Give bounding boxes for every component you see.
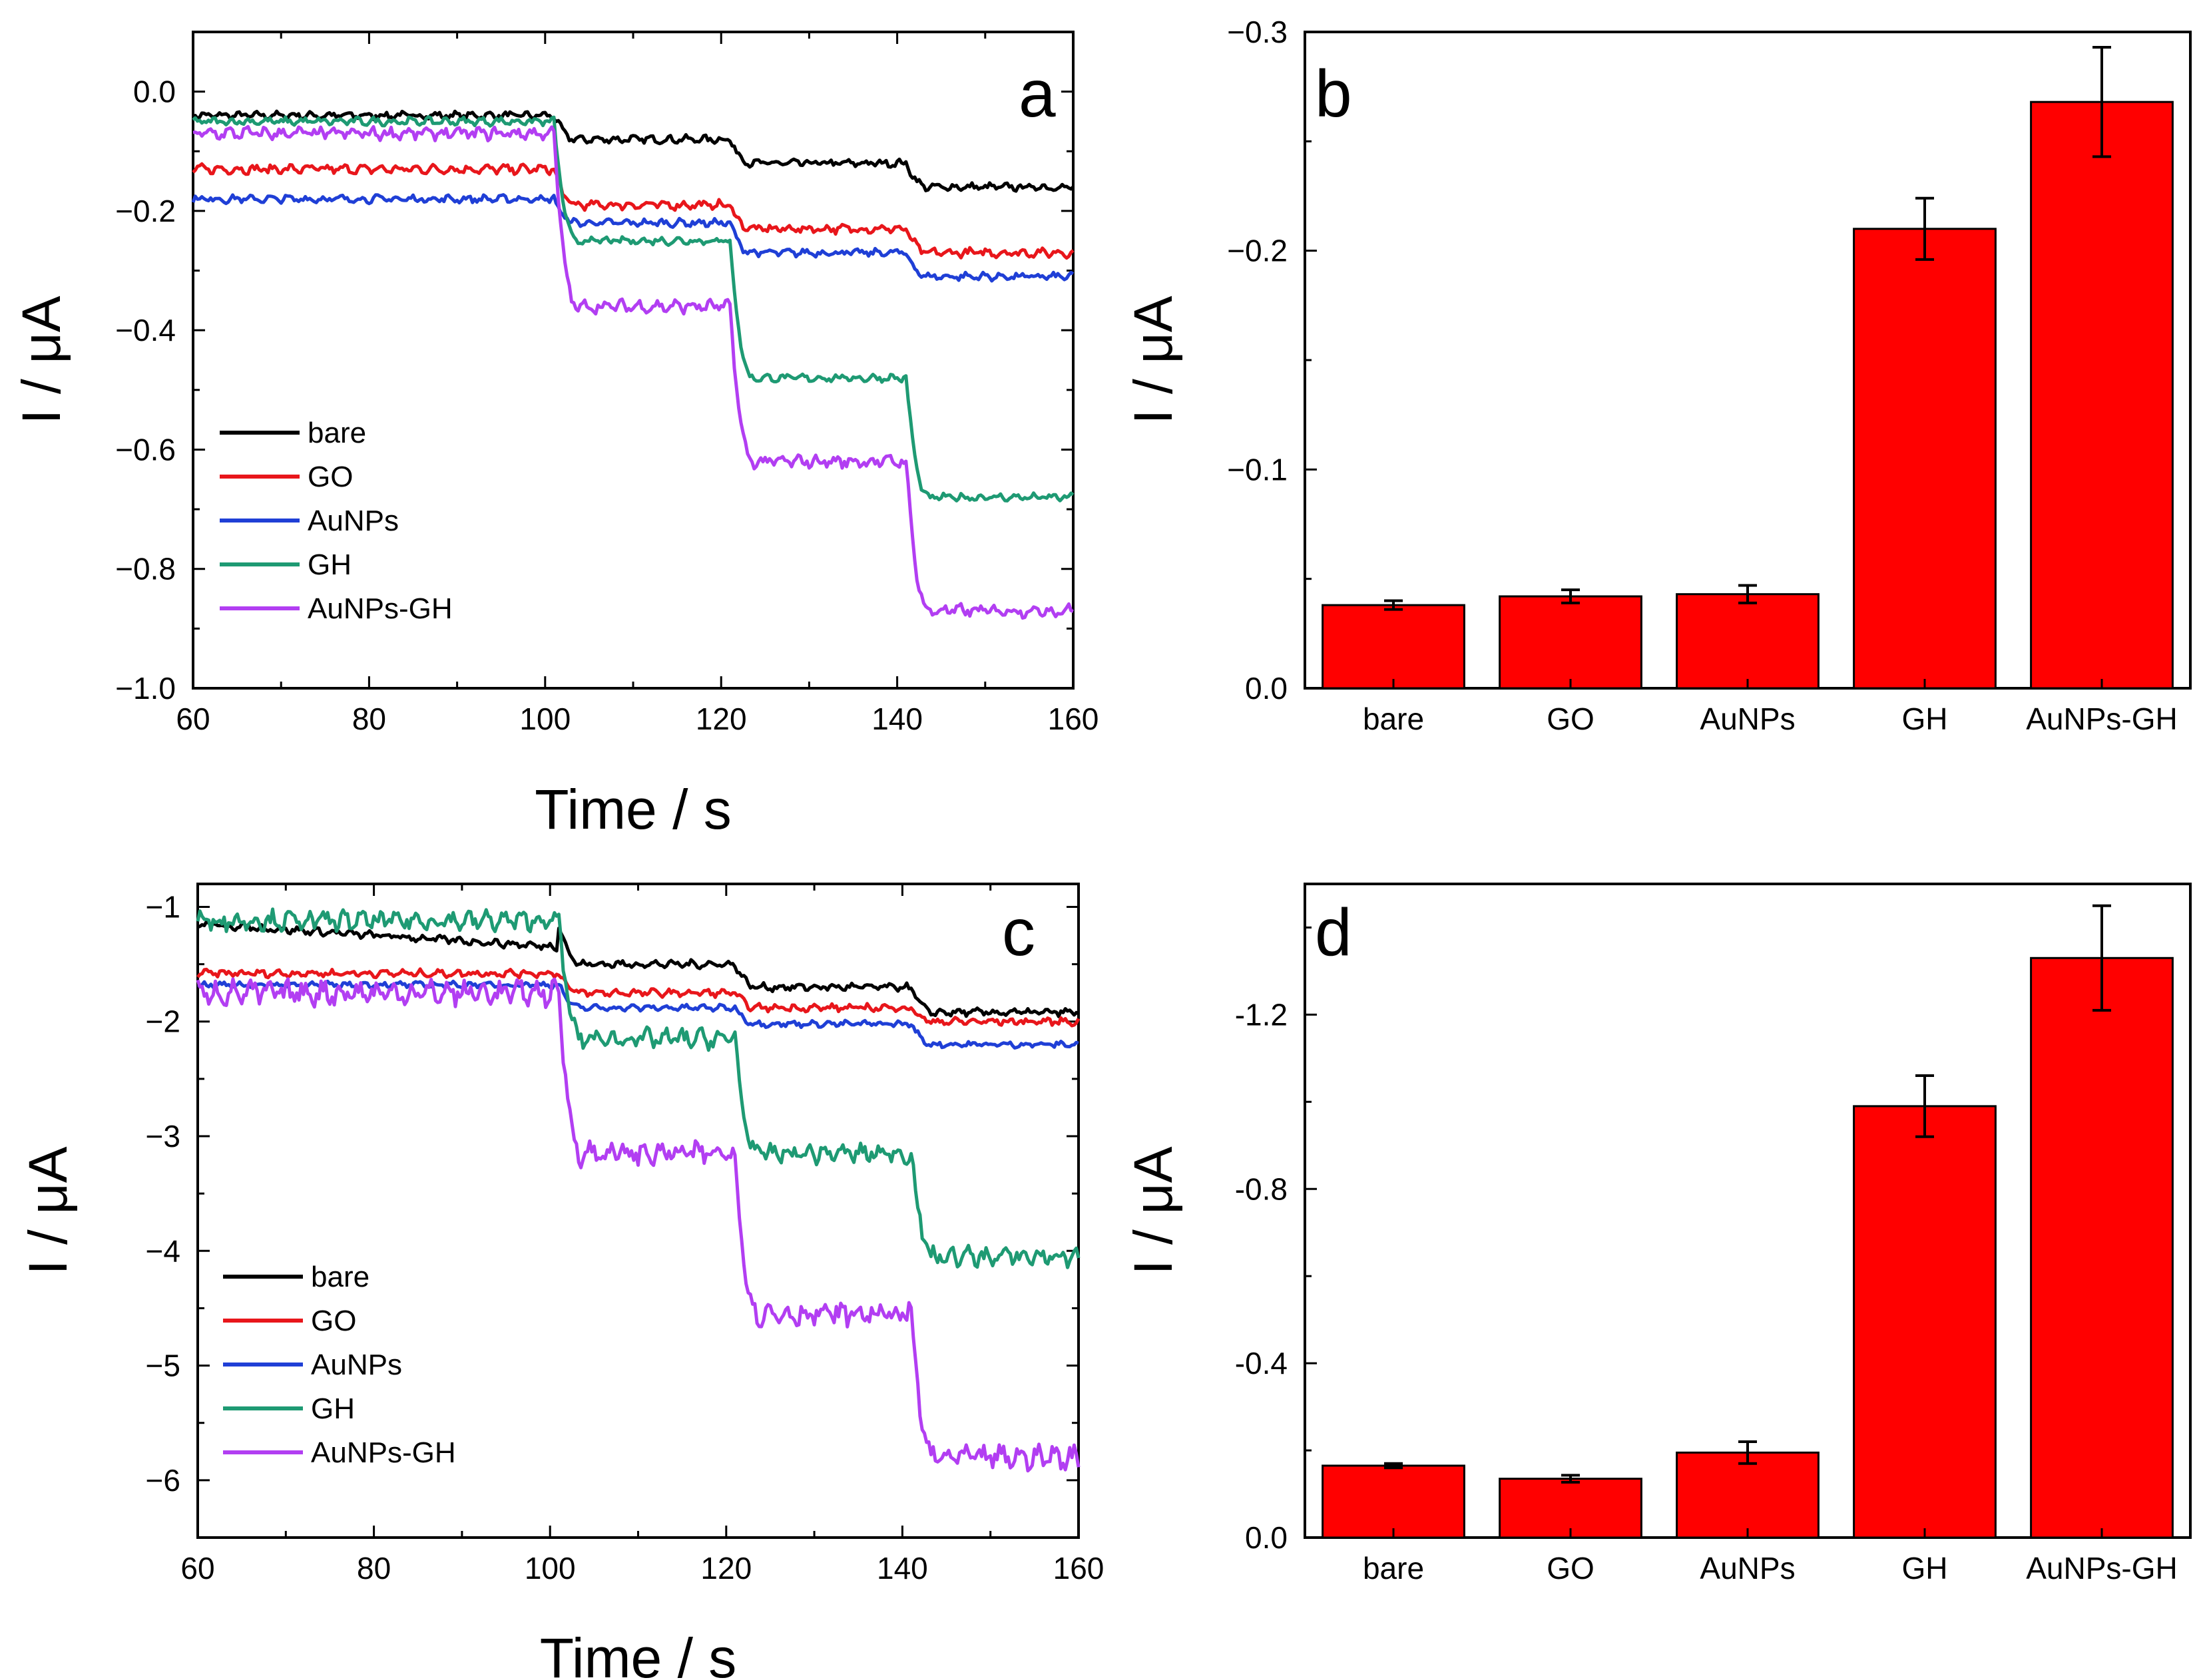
x-tick-label-c: 100 bbox=[525, 1551, 576, 1585]
y-tick-label-d: -0.4 bbox=[1235, 1346, 1288, 1380]
panel-letter-d: d bbox=[1315, 895, 1352, 970]
plot-frame-a bbox=[192, 31, 1075, 690]
series-line-bare bbox=[191, 109, 1075, 193]
series-line-AuNPs bbox=[191, 193, 1075, 283]
x-tick-label-c: 80 bbox=[357, 1551, 391, 1585]
x-tick-label-a: 100 bbox=[519, 702, 571, 736]
y-tick-label-a: −0.4 bbox=[115, 313, 176, 347]
y-tick-label-d: 0.0 bbox=[1245, 1520, 1288, 1555]
series-line-GO bbox=[196, 967, 1081, 1028]
x-tick-label-a: 60 bbox=[176, 702, 210, 736]
series-line-GO bbox=[192, 162, 1075, 260]
legend-label-AuNPs: AuNPs bbox=[311, 1349, 402, 1381]
x-tick-label-AuNPs-GH: AuNPs-GH bbox=[2026, 702, 2177, 736]
x-axis-title-a: Time / s bbox=[535, 778, 732, 841]
x-tick-label-bare: bare bbox=[1363, 702, 1424, 736]
y-tick-label-d: -0.8 bbox=[1235, 1171, 1288, 1206]
y-axis-title-c: I / μA bbox=[18, 1146, 79, 1275]
y-axis-title-d: I / μA bbox=[1123, 1146, 1184, 1275]
bar-AuNPs-GH bbox=[2030, 101, 2174, 690]
y-axis-title-b: I / μA bbox=[1123, 296, 1184, 424]
x-tick-label-AuNPs-GH: AuNPs-GH bbox=[2026, 1551, 2177, 1585]
y-tick-label-b: −0.3 bbox=[1227, 15, 1288, 49]
legend-label-GO: GO bbox=[311, 1305, 356, 1337]
x-tick-label-c: 120 bbox=[700, 1551, 752, 1585]
series-line-AuNPs bbox=[197, 979, 1079, 1050]
x-tick-label-a: 140 bbox=[871, 702, 923, 736]
legend-label-GO: GO bbox=[308, 461, 353, 493]
x-tick-label-GO: GO bbox=[1547, 702, 1594, 736]
y-tick-label-c: −3 bbox=[146, 1119, 180, 1154]
x-tick-label-AuNPs: AuNPs bbox=[1700, 702, 1795, 736]
y-tick-label-d: -1.2 bbox=[1235, 997, 1288, 1032]
legend-label-bare: bare bbox=[308, 417, 366, 449]
x-tick-label-c: 140 bbox=[877, 1551, 928, 1585]
x-tick-label-bare: bare bbox=[1363, 1551, 1424, 1585]
y-tick-label-a: 0.0 bbox=[133, 75, 176, 109]
y-axis-title-a: I / μA bbox=[11, 296, 72, 424]
y-tick-label-a: −0.6 bbox=[115, 432, 176, 467]
bar-AuNPs bbox=[1676, 593, 1820, 690]
y-tick-label-b: 0.0 bbox=[1245, 671, 1288, 706]
series-line-AuNPs-GH bbox=[192, 124, 1074, 620]
bar-bare bbox=[1322, 1464, 1465, 1539]
chart-panel-c: 60 80 100 120 140 160 −1 −2 −3 −4 −5 −6 bare GO AuNPs G… bbox=[18, 883, 1104, 1680]
x-tick-label-a: 120 bbox=[696, 702, 747, 736]
legend-label-GH: GH bbox=[308, 548, 352, 581]
panel-letter-c: c bbox=[1002, 895, 1035, 970]
x-tick-label-c: 60 bbox=[180, 1551, 214, 1585]
panel-letter-b: b bbox=[1315, 57, 1352, 131]
y-tick-label-c: −6 bbox=[146, 1463, 180, 1498]
legend-label-AuNPs-GH: AuNPs-GH bbox=[308, 592, 453, 625]
bar-AuNPs-GH bbox=[2030, 956, 2174, 1539]
y-tick-label-a: −0.8 bbox=[115, 552, 176, 586]
chart-panel-d: 0.0 -0.4 -0.8 -1.2 bare GO AuNPs GH AuNPs-GH I / … bbox=[1123, 883, 2192, 1585]
x-tick-label-c: 160 bbox=[1053, 1551, 1104, 1585]
chart-panel-a: 60 80 100 120 140 160 0.0 −0.2 −0.4 −0.6 −0.8 −1.0 b… bbox=[11, 31, 1099, 841]
y-tick-label-b: −0.1 bbox=[1227, 452, 1288, 487]
legend-label-AuNPs-GH: AuNPs-GH bbox=[311, 1436, 456, 1469]
bar-GH bbox=[1853, 1105, 1997, 1539]
chart-panel-b: 0.0 −0.1 −0.2 −0.3 bare GO AuNPs GH AuNPs-GH I / … bbox=[1123, 15, 2192, 736]
bar-bare bbox=[1322, 604, 1465, 690]
series-line-AuNPs-GH bbox=[196, 977, 1081, 1473]
bar-GH bbox=[1853, 228, 1997, 690]
y-tick-label-c: −1 bbox=[146, 889, 180, 924]
x-tick-label-GO: GO bbox=[1547, 1551, 1594, 1585]
series-line-GH bbox=[196, 907, 1081, 1269]
bar-GO bbox=[1499, 595, 1642, 690]
x-tick-label-GH: GH bbox=[1902, 702, 1948, 736]
x-tick-label-AuNPs: AuNPs bbox=[1700, 1551, 1795, 1585]
y-tick-label-c: −5 bbox=[146, 1349, 180, 1383]
legend-label-bare: bare bbox=[311, 1261, 369, 1293]
legend-label-AuNPs: AuNPs bbox=[308, 505, 399, 537]
panel-letter-a: a bbox=[1019, 57, 1056, 131]
x-tick-label-a: 80 bbox=[352, 702, 386, 736]
y-tick-label-c: −4 bbox=[146, 1233, 180, 1268]
x-tick-label-a: 160 bbox=[1048, 702, 1099, 736]
x-axis-title-c: Time / s bbox=[540, 1627, 737, 1680]
y-tick-label-a: −1.0 bbox=[115, 671, 176, 706]
bar-GO bbox=[1499, 1478, 1642, 1539]
y-tick-label-c: −2 bbox=[146, 1004, 180, 1039]
bar-AuNPs bbox=[1676, 1451, 1820, 1539]
x-tick-label-GH: GH bbox=[1902, 1551, 1948, 1585]
y-tick-label-a: −0.2 bbox=[115, 194, 176, 228]
legend-label-GH: GH bbox=[311, 1392, 355, 1425]
series-line-GH bbox=[192, 115, 1075, 503]
series-line-bare bbox=[197, 920, 1080, 1018]
y-tick-label-b: −0.2 bbox=[1227, 234, 1288, 268]
